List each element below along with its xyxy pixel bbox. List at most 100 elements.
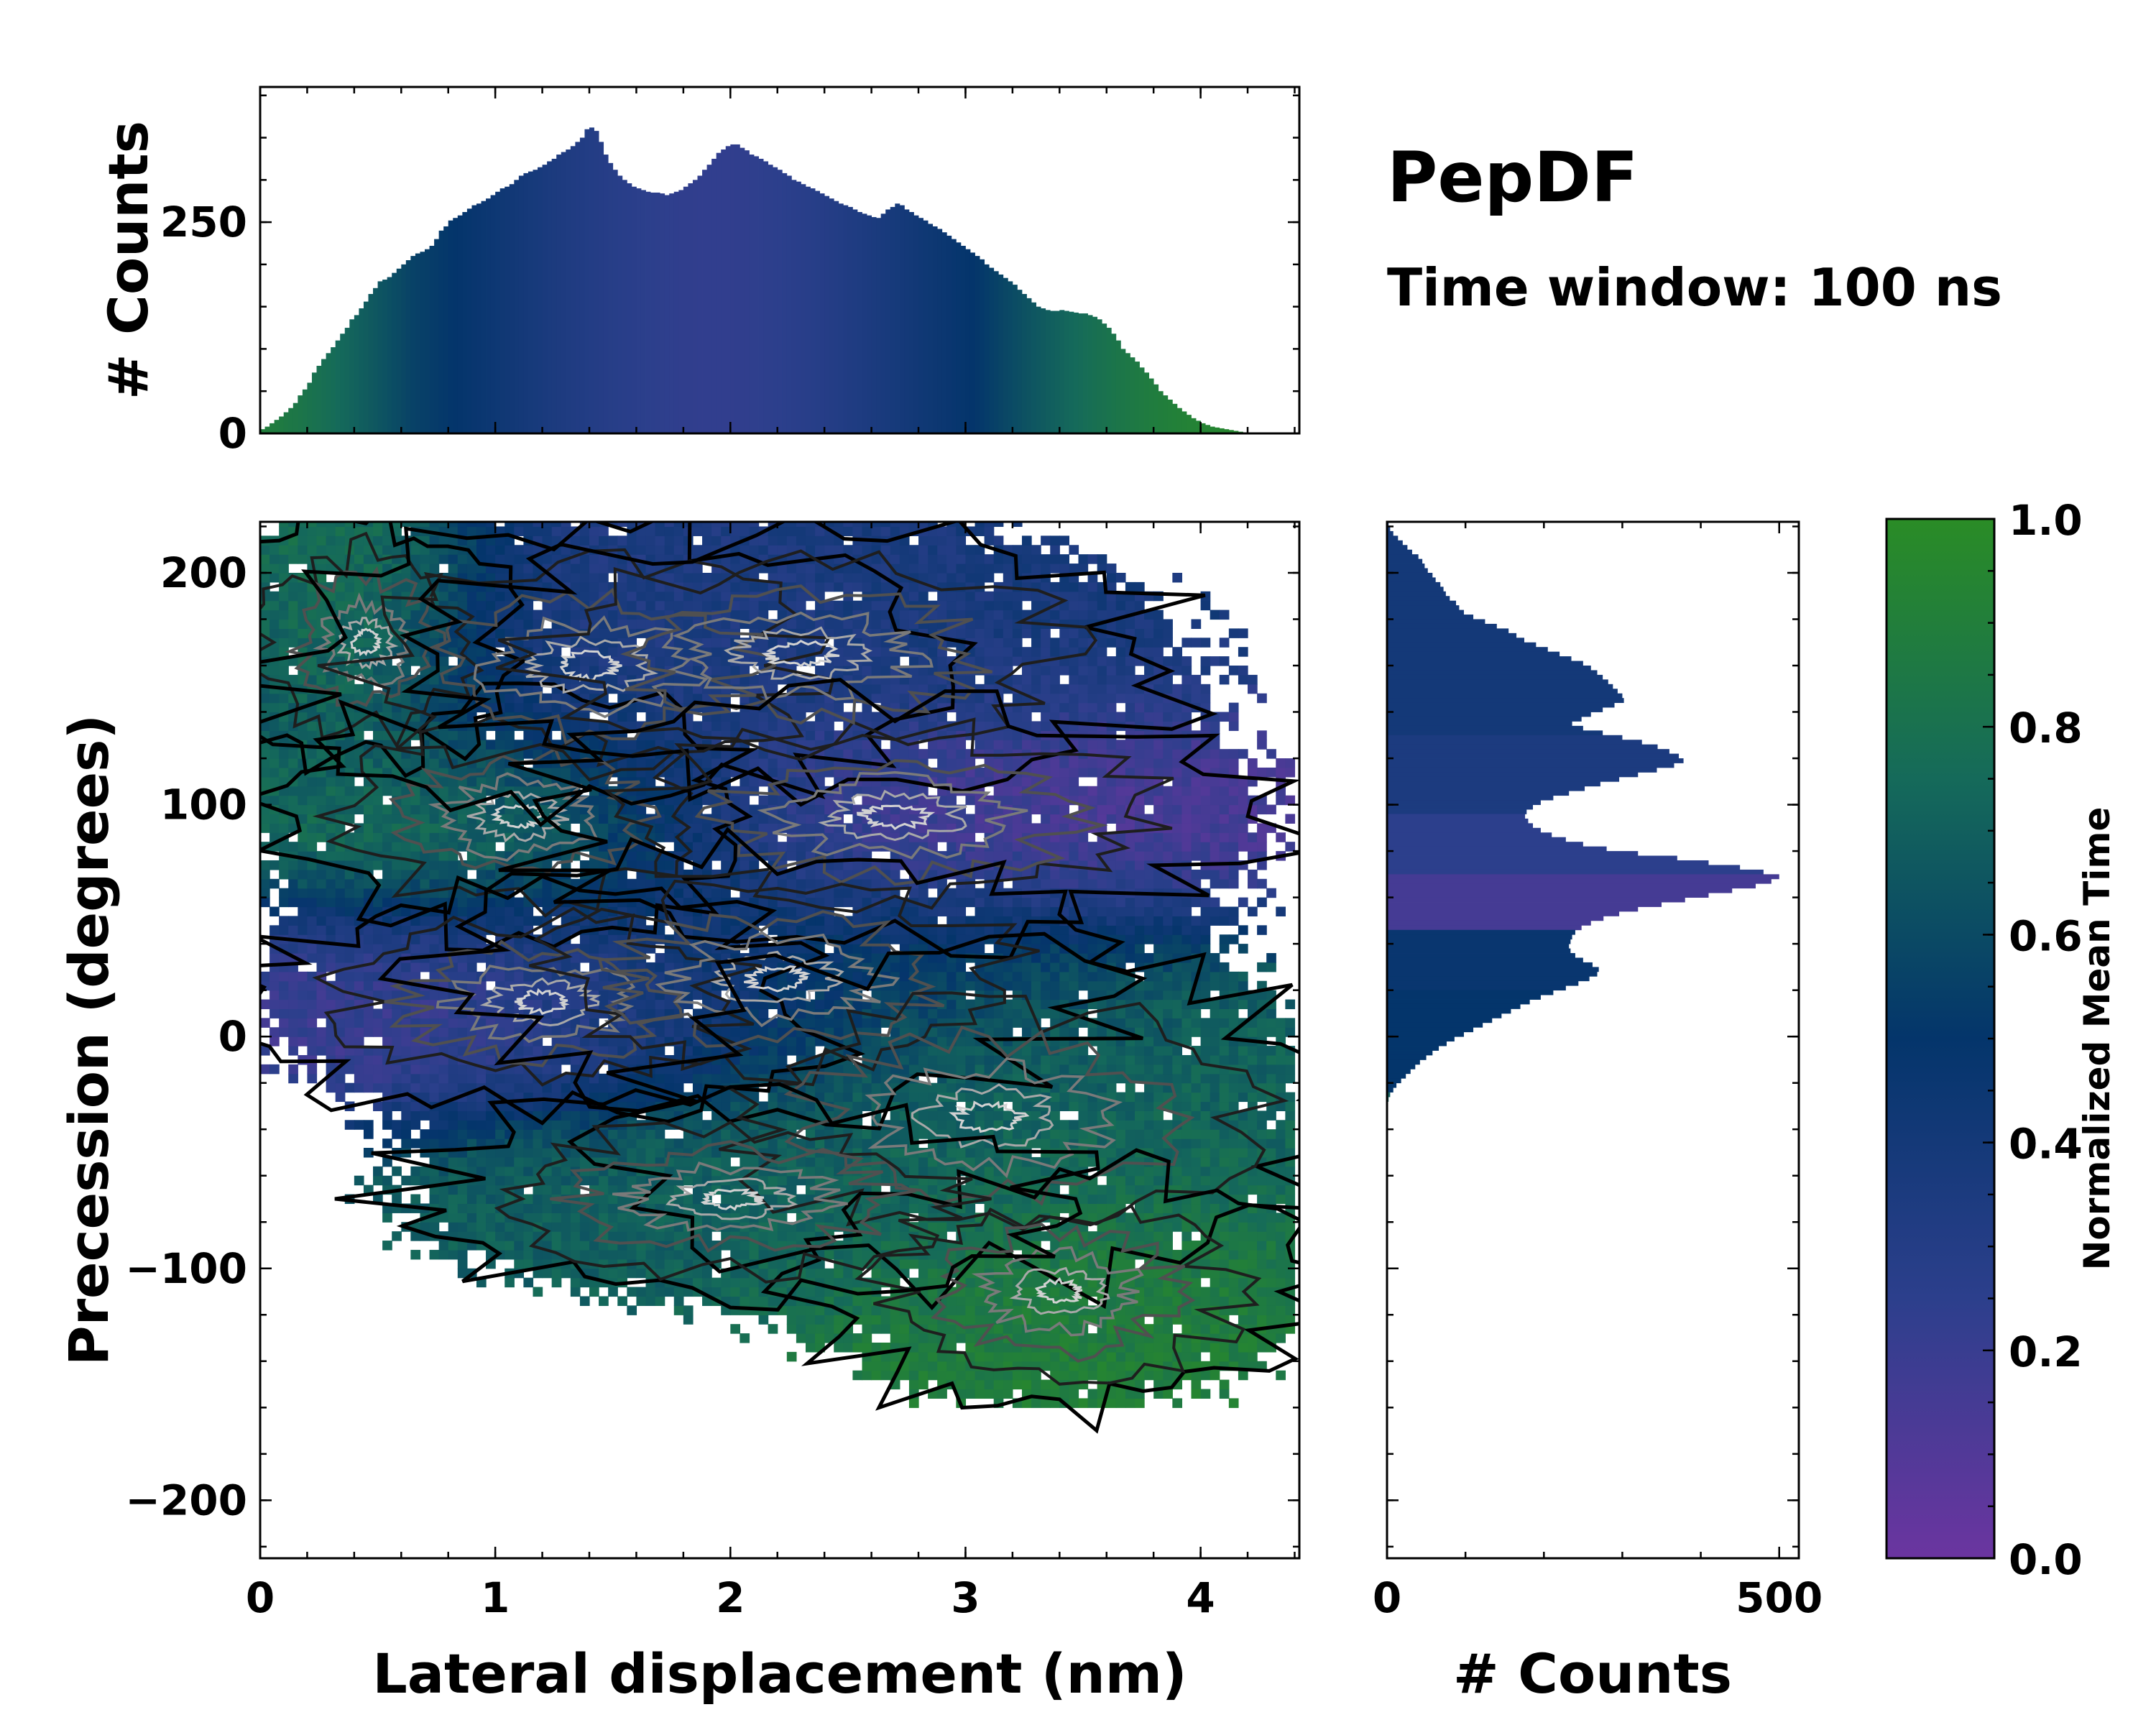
heatmap-cell xyxy=(466,804,477,815)
heatmap-cell xyxy=(363,1184,374,1195)
heatmap-cell xyxy=(373,749,383,759)
heatmap-cell xyxy=(316,953,327,963)
top-histogram-bar xyxy=(1134,362,1140,433)
heatmap-cell xyxy=(608,823,618,833)
heatmap-cell xyxy=(551,1213,562,1223)
heatmap-cell xyxy=(805,526,816,536)
heatmap-cell xyxy=(429,1156,440,1167)
heatmap-cell xyxy=(298,888,308,898)
heatmap-cell xyxy=(551,1277,562,1288)
heatmap-cell xyxy=(410,656,421,666)
heatmap-cell xyxy=(523,1101,534,1111)
top-histogram-bar xyxy=(857,211,862,433)
heatmap-cell xyxy=(363,1120,374,1130)
top-histogram-bar xyxy=(316,365,322,433)
heatmap-cell xyxy=(514,1046,525,1056)
top-histogram-bar xyxy=(688,183,694,433)
heatmap-cell xyxy=(551,656,562,666)
heatmap-cell xyxy=(627,600,637,611)
heatmap-cell xyxy=(514,971,525,982)
heatmap-cell xyxy=(316,628,327,638)
heatmap-cell xyxy=(599,1268,609,1279)
heatmap-cell xyxy=(589,581,599,592)
heatmap-cell xyxy=(786,572,797,583)
heatmap-cell xyxy=(834,832,844,842)
top-histogram-bar xyxy=(754,156,759,433)
heatmap-cell xyxy=(636,545,647,555)
heatmap-cell xyxy=(354,1082,364,1093)
heatmap-cell xyxy=(533,1268,543,1279)
heatmap-cell xyxy=(805,980,816,991)
heatmap-cell xyxy=(608,1046,618,1056)
heatmap-cell xyxy=(354,638,364,648)
heatmap-cell xyxy=(570,1249,581,1260)
heatmap-cell xyxy=(551,1184,562,1195)
heatmap-cell xyxy=(561,1073,571,1084)
heatmap-cell xyxy=(260,823,270,833)
heatmap-cell xyxy=(570,1231,581,1241)
heatmap-cell xyxy=(514,1175,525,1186)
heatmap-cell xyxy=(655,1129,665,1139)
top-histogram-bar xyxy=(749,155,755,434)
heatmap-cell xyxy=(298,786,308,796)
heatmap-cell xyxy=(344,878,355,889)
heatmap-cell xyxy=(260,814,270,824)
heatmap-cell xyxy=(551,610,562,620)
heatmap-cell xyxy=(316,554,327,564)
heatmap-cell xyxy=(382,1073,392,1084)
heatmap-cell xyxy=(429,842,440,852)
heatmap-cell xyxy=(476,591,487,602)
heatmap-cell xyxy=(316,916,327,926)
heatmap-cell xyxy=(344,758,355,768)
heatmap-cell xyxy=(363,564,374,574)
heatmap-cell xyxy=(335,786,346,796)
heatmap-cell xyxy=(279,999,289,1010)
heatmap-cell xyxy=(316,795,327,806)
heatmap-cell xyxy=(279,600,289,611)
heatmap-cell xyxy=(457,526,468,536)
top-histogram-bar xyxy=(631,186,637,433)
heatmap-cell xyxy=(429,535,440,546)
heatmap-cell xyxy=(354,1064,364,1075)
heatmap-cell xyxy=(307,776,318,787)
heatmap-cell xyxy=(711,1249,722,1260)
heatmap-cell xyxy=(645,878,656,889)
heatmap-cell xyxy=(815,1324,825,1334)
heatmap-cell xyxy=(457,897,468,908)
heatmap-cell xyxy=(523,545,534,555)
heatmap-cell xyxy=(260,545,270,555)
heatmap-cell xyxy=(486,897,496,908)
top-histogram-bar xyxy=(834,201,839,433)
heatmap-cell xyxy=(786,1231,797,1241)
heatmap-cell xyxy=(702,1231,712,1241)
heatmap-cell xyxy=(410,1110,421,1121)
heatmap-cell xyxy=(420,851,430,861)
heatmap-cell xyxy=(279,916,289,926)
heatmap-cell xyxy=(410,522,421,528)
top-histogram-bar xyxy=(843,205,849,433)
heatmap-cell xyxy=(363,554,374,564)
heatmap-cell xyxy=(298,693,308,704)
top-histogram-bar xyxy=(650,192,656,433)
heatmap-cell xyxy=(758,535,769,546)
heatmap-cell xyxy=(392,647,402,657)
heatmap-cell xyxy=(298,990,308,1000)
heatmap-cell xyxy=(260,610,270,620)
heatmap-cell xyxy=(354,730,364,740)
heatmap-cell xyxy=(270,814,280,824)
heatmap-cell xyxy=(495,1148,505,1158)
heatmap-cell xyxy=(288,897,298,908)
heatmap-cell xyxy=(382,869,392,880)
heatmap-cell xyxy=(533,1129,543,1139)
heatmap-cell xyxy=(354,851,364,861)
heatmap-cell xyxy=(505,1027,515,1037)
heatmap-cell xyxy=(721,767,731,778)
heatmap-cell xyxy=(834,656,844,666)
top-histogram-bar xyxy=(890,206,895,433)
top-histogram-bar xyxy=(980,259,985,433)
heatmap-cell xyxy=(579,581,590,592)
heatmap-cell xyxy=(523,749,534,759)
heatmap-cell xyxy=(476,600,487,611)
heatmap-cell xyxy=(655,1194,665,1205)
heatmap-cell xyxy=(298,814,308,824)
